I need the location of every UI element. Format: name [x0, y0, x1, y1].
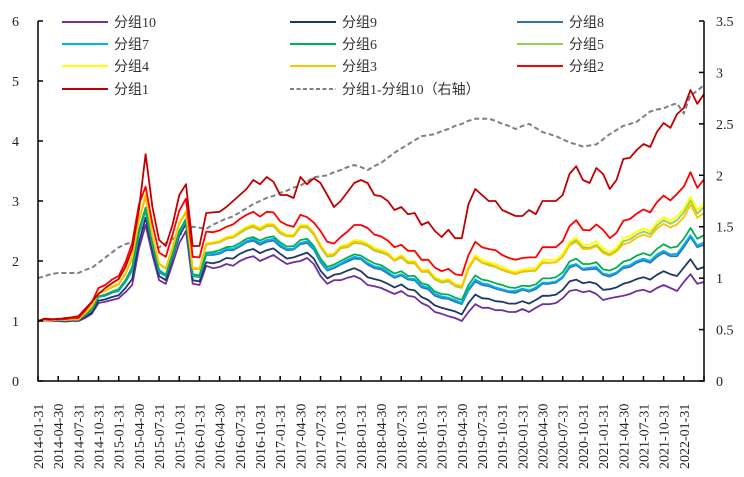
x-tick-label: 2015-04-30: [133, 404, 148, 469]
y-tick-label: 2: [12, 255, 19, 270]
legend-label: 分组1-分组10（右轴）: [342, 82, 480, 98]
y2-tick-label: 3: [716, 66, 723, 81]
legend-label: 分组9: [342, 15, 377, 31]
x-tick-label: 2014-10-31: [93, 404, 108, 469]
y2-tick-label: 0.5: [716, 324, 734, 339]
y-tick-label: 5: [12, 75, 19, 90]
x-tick-label: 2017-04-30: [294, 404, 309, 469]
x-tick-label: 2018-07-31: [395, 404, 410, 469]
legend-label: 分组6: [342, 37, 377, 53]
legend-label: 分组2: [569, 59, 604, 75]
x-tick-label: 2018-10-31: [415, 404, 430, 469]
y2-tick-label: 3.5: [716, 15, 734, 30]
x-tick-label: 2022-01-31: [678, 404, 693, 469]
plot-lines: [37, 84, 705, 323]
x-tick-label: 2021-01-31: [597, 404, 612, 469]
x-tick-label: 2020-10-31: [577, 404, 592, 469]
series-line-group-1: [37, 89, 705, 322]
y-tick-label: 4: [12, 135, 19, 150]
x-tick-label: 2021-07-31: [637, 404, 652, 469]
legend-label: 分组5: [569, 37, 604, 53]
x-tick-label: 2018-04-30: [375, 404, 390, 469]
y-tick-label: 6: [12, 15, 19, 30]
x-tick-label: 2015-07-31: [153, 404, 168, 469]
x-tick-label: 2020-07-31: [557, 404, 572, 469]
x-tick-label: 2017-10-31: [335, 404, 350, 469]
series-line-group-10: [37, 224, 705, 323]
x-tick-label: 2015-01-31: [113, 404, 128, 469]
legend-label: 分组8: [569, 15, 604, 31]
y2-tick-label: 1.5: [716, 221, 734, 236]
x-tick-label: 2017-07-31: [315, 404, 330, 469]
x-tick-label: 2014-01-31: [32, 404, 47, 469]
x-tick-label: 2014-04-30: [52, 404, 67, 469]
y-tick-label: 0: [12, 375, 19, 390]
y-tick-label: 1: [12, 315, 19, 330]
y2-tick-label: 0: [716, 375, 723, 390]
x-tick-label: 2015-10-31: [173, 404, 188, 469]
legend-label: 分组1: [114, 82, 149, 98]
x-tick-label: 2019-10-31: [496, 404, 511, 469]
x-tick-label: 2020-01-31: [516, 404, 531, 469]
legend-label: 分组10: [114, 15, 156, 31]
x-tick-label: 2016-04-30: [214, 404, 229, 469]
legend-label: 分组4: [114, 59, 149, 75]
x-tick-label: 2016-07-31: [234, 404, 249, 469]
x-tick-label: 2019-07-31: [476, 404, 491, 469]
x-tick-label: 2019-04-30: [456, 404, 471, 469]
x-tick-label: 2014-07-31: [72, 404, 87, 469]
series-line-group-3: [37, 194, 705, 322]
x-tick-label: 2016-01-31: [193, 404, 208, 469]
x-tick-label: 2020-04-30: [537, 404, 552, 469]
y2-tick-label: 2: [716, 169, 723, 184]
axes: 0 1 2 3 4 5 6 0 0.5 1 1.5 2 2.5 3 3.5 2014-01-31 2014-04…: [12, 15, 734, 469]
y-tick-label: 3: [12, 195, 19, 210]
y2-tick-label: 1: [716, 272, 723, 287]
series-line-group-6: [37, 206, 705, 322]
x-tick-label: 2021-04-30: [617, 404, 632, 469]
legend-label: 分组3: [342, 59, 377, 75]
y2-tick-label: 2.5: [716, 118, 734, 133]
axis-frame: [37, 21, 705, 382]
series-line-group-9: [37, 216, 705, 322]
x-tick-label: 2018-01-31: [355, 404, 370, 469]
series-line-group-2: [37, 171, 705, 322]
legend-label: 分组7: [114, 37, 149, 53]
x-tick-label: 2019-01-31: [436, 404, 451, 469]
x-tick-label: 2017-01-31: [274, 404, 289, 469]
legend: 分组10 分组9 分组8 分组7 分组6 分组5 分组4 分组3 分组2 分组1 分组1-分组10（…: [62, 15, 604, 98]
x-tick-label: 2016-10-31: [254, 404, 269, 469]
x-tick-label: 2021-10-31: [658, 404, 673, 469]
